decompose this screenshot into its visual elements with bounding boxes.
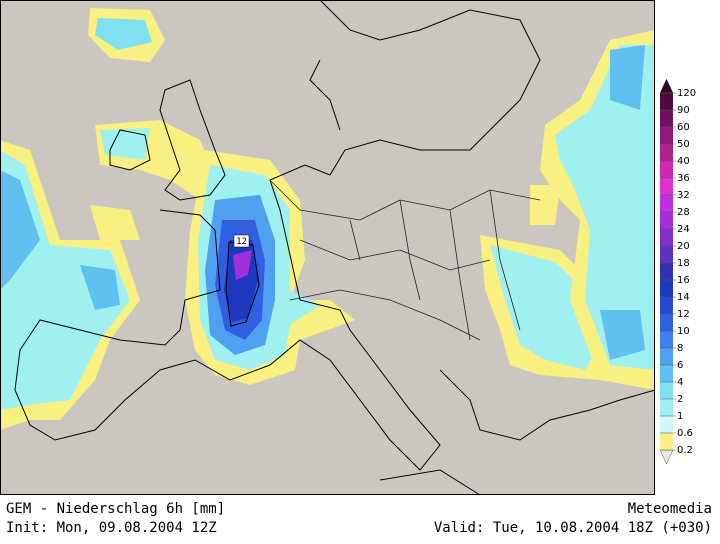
legend-label: 32 xyxy=(677,190,690,201)
legend-swatch xyxy=(660,212,673,229)
legend-label: 120 xyxy=(677,88,696,99)
legend-label: 60 xyxy=(677,122,690,133)
legend-label: 12 xyxy=(677,309,690,320)
legend-swatch xyxy=(660,144,673,161)
contour-label-box xyxy=(233,234,250,248)
init-time: Init: Mon, 09.08.2004 12Z xyxy=(6,520,217,536)
legend-swatch xyxy=(660,416,673,433)
legend-swatch xyxy=(660,229,673,246)
precip-area xyxy=(95,18,152,50)
precip-area xyxy=(490,245,605,370)
legend-swatch xyxy=(660,433,673,450)
legend-swatch xyxy=(660,246,673,263)
precip-area xyxy=(233,250,252,280)
precipitation xyxy=(0,8,655,430)
legend-label: 40 xyxy=(677,156,690,167)
legend-swatch xyxy=(660,280,673,297)
legend-label: 50 xyxy=(677,139,690,150)
borders xyxy=(269,179,541,341)
legend: 0.20.61246810121416182024283236405060901… xyxy=(659,78,696,465)
precip-area xyxy=(0,170,120,310)
legend-label: 14 xyxy=(677,292,690,303)
map-frame xyxy=(0,0,655,495)
legend-label: 36 xyxy=(677,173,690,184)
precip-area xyxy=(600,45,645,360)
legend-swatch xyxy=(660,297,673,314)
map: 12 xyxy=(0,0,656,496)
legend-label: 0.2 xyxy=(677,445,693,456)
valid-time: Valid: Tue, 10.08.2004 18Z (+030) xyxy=(434,520,712,536)
legend-swatch xyxy=(660,382,673,399)
legend-label: 28 xyxy=(677,207,690,218)
precip-area xyxy=(100,128,150,160)
legend-swatch xyxy=(660,127,673,144)
legend-swatch xyxy=(660,93,673,110)
precip-area xyxy=(530,185,560,225)
legend-swatch xyxy=(660,161,673,178)
legend-label: 2 xyxy=(677,394,683,405)
legend-label: 1 xyxy=(677,411,683,422)
legend-label: 90 xyxy=(677,105,690,116)
legend-swatch xyxy=(660,263,673,280)
legend-swatch xyxy=(660,331,673,348)
coastline xyxy=(14,0,656,496)
precip-area xyxy=(555,45,655,370)
contour-label: 12 xyxy=(233,234,250,248)
legend-swatch xyxy=(660,178,673,195)
legend-swatch xyxy=(660,365,673,382)
legend-label: 6 xyxy=(677,360,683,371)
legend-label: 8 xyxy=(677,343,683,354)
legend-swatch xyxy=(660,399,673,416)
legend-label: 10 xyxy=(677,326,690,337)
legend-swatch xyxy=(660,348,673,365)
legend-label: 4 xyxy=(677,377,683,388)
legend-swatch xyxy=(660,195,673,212)
legend-label: 16 xyxy=(677,275,690,286)
map-title: GEM - Niederschlag 6h [mm] xyxy=(6,501,225,517)
legend-swatch xyxy=(660,314,673,331)
legend-label: 0.6 xyxy=(677,428,693,439)
contour-label-text: 12 xyxy=(236,237,247,247)
legend-label: 20 xyxy=(677,241,690,252)
legend-label: 18 xyxy=(677,258,690,269)
contour-line xyxy=(225,241,260,327)
source: Meteomedia xyxy=(628,501,712,517)
legend-swatch xyxy=(660,110,673,127)
precip-area xyxy=(0,150,130,410)
legend-label: 24 xyxy=(677,224,690,235)
